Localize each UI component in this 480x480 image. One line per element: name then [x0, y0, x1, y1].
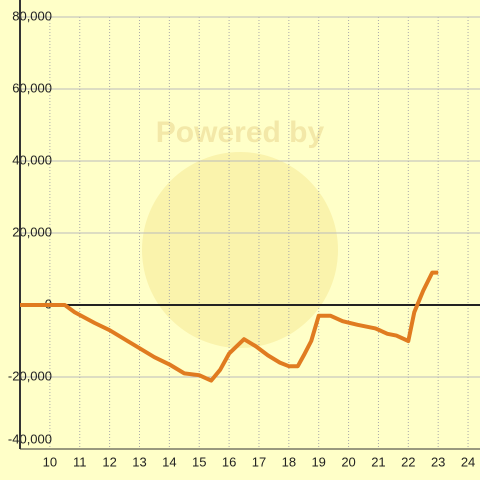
- x-tick-label: 14: [162, 454, 176, 469]
- y-tick-label: 40,000: [12, 152, 52, 167]
- x-tick-label: 17: [252, 454, 266, 469]
- x-tick-label: 20: [341, 454, 355, 469]
- x-tick-label: 18: [282, 454, 296, 469]
- y-tick-label: 20,000: [12, 224, 52, 239]
- line-series: [20, 270, 439, 383]
- y-tick-label: -40,000: [8, 431, 52, 446]
- x-tick-label: 15: [192, 454, 206, 469]
- x-tick-label: 23: [431, 454, 445, 469]
- x-tick-label: 13: [132, 454, 146, 469]
- watermark: Powered by: [156, 116, 325, 149]
- x-tick-label: 12: [102, 454, 116, 469]
- x-tick-label: 22: [401, 454, 415, 469]
- x-tick-label: 11: [73, 454, 87, 469]
- y-tick-label: -20,000: [8, 368, 52, 383]
- x-tick-label: 19: [311, 454, 325, 469]
- y-tick-label: 80,000: [12, 8, 52, 23]
- x-tick-label: 21: [371, 454, 385, 469]
- watermark-logo: [142, 152, 338, 348]
- x-tick-label: 24: [461, 454, 475, 469]
- y-tick-label: 60,000: [12, 80, 52, 95]
- x-tick-label: 10: [43, 454, 57, 469]
- x-tick-label: 16: [222, 454, 236, 469]
